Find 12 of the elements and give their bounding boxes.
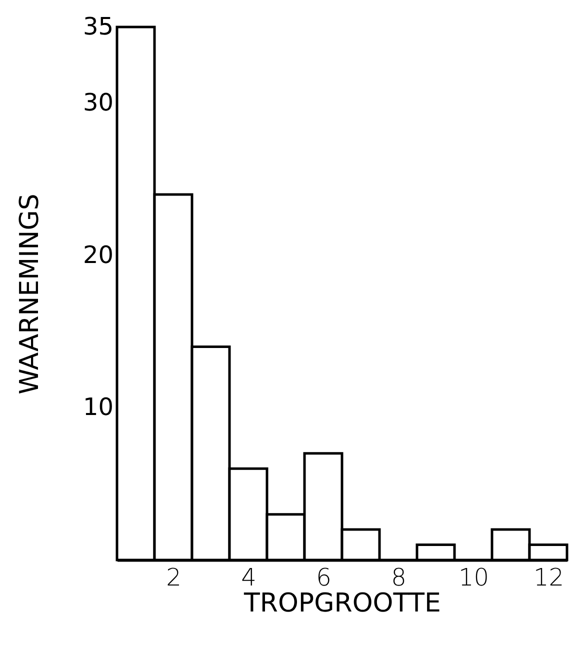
x-tick-label: 2	[166, 564, 182, 592]
y-tick-label: 30	[82, 88, 114, 117]
x-tick-label: 8	[391, 564, 406, 592]
y-tick-label: 35	[82, 12, 114, 40]
x-tick-label: 4	[241, 564, 256, 592]
x-tick-label: 12	[533, 564, 564, 592]
y-tick-label: 10	[82, 393, 114, 422]
x-tick-label: 10	[458, 564, 490, 592]
y-tick-label: 20	[82, 240, 114, 269]
y-axis-title: WAARNEMINGS	[14, 194, 45, 394]
x-axis-title: TROPGROOTTE	[243, 588, 441, 618]
x-tick-label: 6	[316, 564, 332, 592]
